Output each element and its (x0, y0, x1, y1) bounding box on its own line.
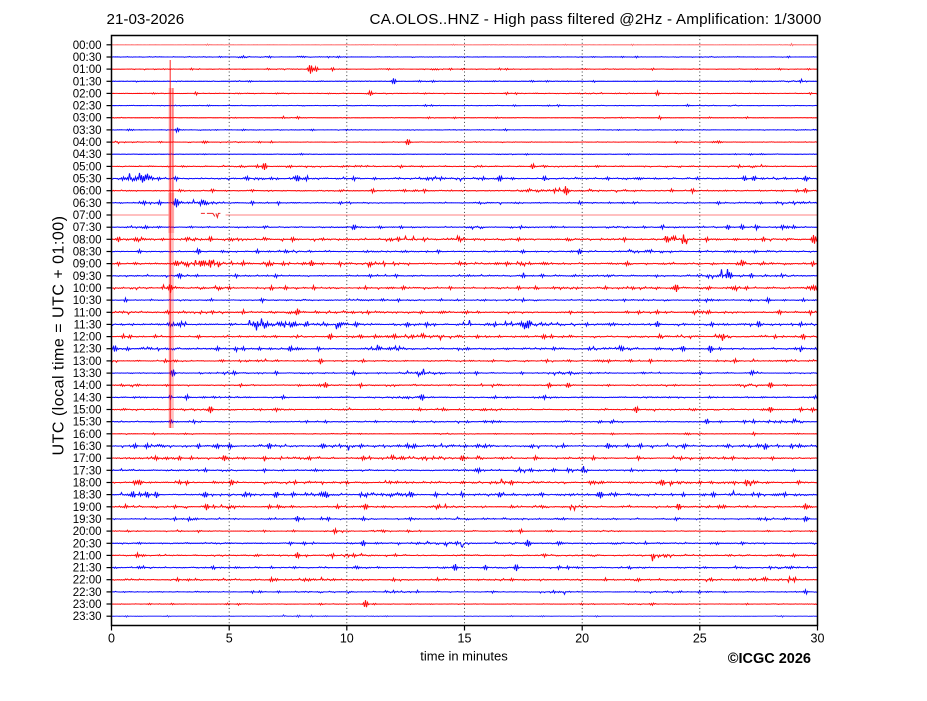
svg-text:00:00: 00:00 (73, 40, 102, 52)
svg-text:09:00: 09:00 (73, 259, 102, 271)
svg-text:15:30: 15:30 (73, 417, 102, 429)
svg-text:10:00: 10:00 (73, 283, 102, 295)
svg-text:10:30: 10:30 (73, 295, 102, 307)
svg-text:08:30: 08:30 (73, 247, 102, 259)
svg-text:22:30: 22:30 (73, 587, 102, 599)
svg-text:11:00: 11:00 (74, 307, 102, 319)
svg-text:06:30: 06:30 (73, 198, 102, 210)
svg-text:14:00: 14:00 (73, 380, 102, 392)
svg-text:04:30: 04:30 (73, 149, 102, 161)
svg-text:21:00: 21:00 (73, 550, 102, 562)
svg-text:02:00: 02:00 (73, 88, 102, 100)
svg-text:00:30: 00:30 (73, 52, 102, 64)
svg-text:16:00: 16:00 (73, 429, 102, 441)
svg-text:11:30: 11:30 (74, 319, 102, 331)
svg-text:©ICGC 2026: ©ICGC 2026 (728, 651, 811, 667)
svg-text:05:00: 05:00 (73, 161, 102, 173)
svg-text:04:00: 04:00 (73, 137, 102, 149)
svg-text:23:00: 23:00 (73, 599, 102, 611)
svg-text:16:30: 16:30 (73, 441, 102, 453)
svg-text:12:00: 12:00 (73, 332, 102, 344)
svg-text:08:00: 08:00 (73, 234, 102, 246)
svg-text:07:00: 07:00 (73, 210, 102, 222)
svg-text:25: 25 (693, 632, 707, 646)
svg-text:19:00: 19:00 (73, 502, 102, 514)
svg-text:10: 10 (340, 632, 354, 646)
svg-text:21:30: 21:30 (73, 563, 102, 575)
svg-text:12:30: 12:30 (73, 344, 102, 356)
svg-text:17:30: 17:30 (73, 465, 102, 477)
svg-text:13:00: 13:00 (73, 356, 102, 368)
svg-text:15: 15 (458, 632, 472, 646)
svg-text:CA.OLOS..HNZ - High pass filte: CA.OLOS..HNZ - High pass filtered @2Hz -… (370, 11, 822, 28)
svg-text:13:30: 13:30 (73, 368, 102, 380)
svg-text:5: 5 (226, 632, 233, 646)
svg-text:21-03-2026: 21-03-2026 (107, 11, 185, 28)
svg-text:06:00: 06:00 (73, 186, 102, 198)
svg-text:20:30: 20:30 (73, 538, 102, 550)
svg-text:17:00: 17:00 (73, 453, 102, 465)
svg-text:02:30: 02:30 (73, 101, 102, 113)
svg-text:20:00: 20:00 (73, 526, 102, 538)
svg-text:22:00: 22:00 (73, 575, 102, 587)
svg-text:07:30: 07:30 (73, 222, 102, 234)
svg-text:19:30: 19:30 (73, 514, 102, 526)
svg-text:0: 0 (108, 632, 115, 646)
svg-text:23:30: 23:30 (73, 611, 102, 623)
svg-text:time in minutes: time in minutes (420, 649, 508, 664)
svg-text:UTC (local time = UTC + 01:00): UTC (local time = UTC + 01:00) (51, 216, 68, 456)
svg-text:05:30: 05:30 (73, 174, 102, 186)
svg-text:01:00: 01:00 (73, 64, 102, 76)
svg-text:03:00: 03:00 (73, 113, 102, 125)
svg-text:15:00: 15:00 (73, 405, 102, 417)
svg-text:18:00: 18:00 (73, 478, 102, 490)
svg-text:03:30: 03:30 (73, 125, 102, 137)
svg-text:18:30: 18:30 (73, 490, 102, 502)
svg-text:30: 30 (811, 632, 825, 646)
svg-text:09:30: 09:30 (73, 271, 102, 283)
svg-text:14:30: 14:30 (73, 392, 102, 404)
svg-text:20: 20 (575, 632, 589, 646)
svg-text:01:30: 01:30 (73, 76, 102, 88)
